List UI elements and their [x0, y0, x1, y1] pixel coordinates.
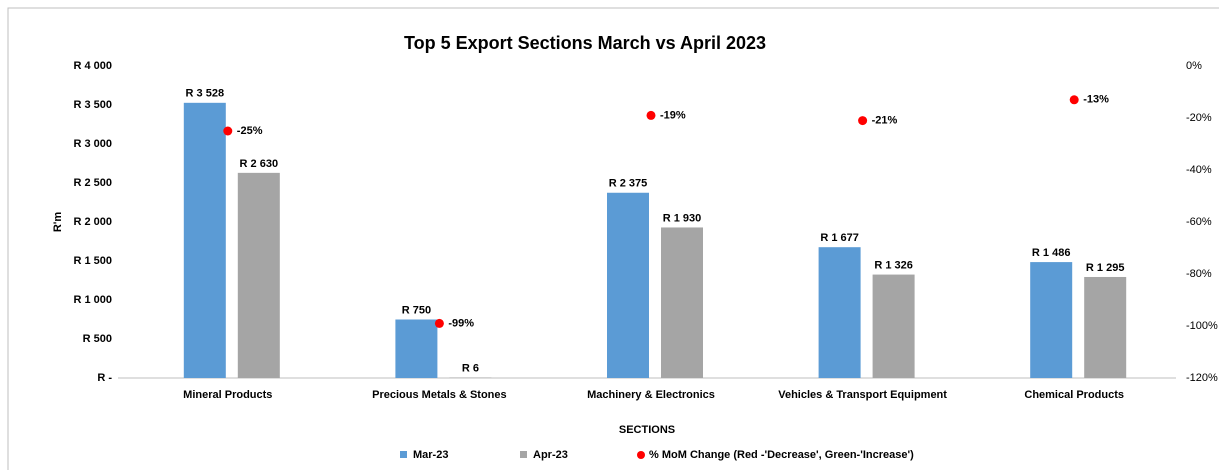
value-label: R 1 295 [1086, 262, 1125, 274]
value-label: -21% [872, 115, 898, 127]
x-tick-label: Vehicles & Transport Equipment [778, 389, 947, 401]
value-label: R 750 [402, 304, 431, 316]
y-axis-title: R'm [52, 212, 64, 233]
bar [872, 274, 915, 378]
x-tick-label: Machinery & Electronics [587, 389, 715, 401]
marker [434, 318, 444, 328]
value-label: -25% [237, 125, 263, 137]
bar [395, 319, 438, 378]
y2-tick-label: -60% [1186, 216, 1212, 228]
value-label: R 1 486 [1032, 247, 1071, 259]
marker [1069, 95, 1079, 105]
value-label: R 3 528 [186, 88, 225, 100]
y-tick-label: R 1 000 [73, 294, 112, 306]
value-label: -99% [448, 317, 474, 329]
bar [818, 247, 861, 378]
marker [646, 110, 656, 120]
bar [661, 227, 703, 378]
y2-tick-label: 0% [1186, 60, 1202, 72]
y-tick-label: R 3 500 [73, 99, 112, 111]
marker [858, 116, 868, 126]
y2-tick-label: -120% [1186, 372, 1218, 384]
y2-tick-label: -80% [1186, 268, 1212, 280]
y2-tick-label: -100% [1186, 320, 1218, 332]
y-tick-label: R 2 000 [73, 216, 112, 228]
value-label: -13% [1083, 94, 1109, 106]
value-label: R 6 [462, 362, 479, 374]
chart-title: Top 5 Export Sections March vs April 202… [404, 33, 766, 53]
y-tick-label: R 2 500 [73, 177, 112, 189]
bar [183, 102, 226, 378]
legend-marker [520, 451, 527, 458]
value-label: R 2 375 [609, 178, 648, 190]
bar [237, 172, 280, 378]
x-tick-label: Chemical Products [1024, 389, 1124, 401]
value-label: R 1 326 [874, 259, 913, 271]
legend-label: % MoM Change (Red -'Decrease', Green-'In… [649, 449, 914, 461]
x-axis-title: SECTIONS [619, 424, 675, 436]
y-tick-label: R 500 [83, 333, 112, 345]
value-label: R 1 677 [820, 232, 859, 244]
y2-tick-label: -40% [1186, 164, 1212, 176]
bar [607, 192, 649, 378]
y2-tick-label: -20% [1186, 112, 1212, 124]
bar [1030, 262, 1073, 378]
y-tick-label: R 3 000 [73, 138, 112, 150]
bar [1084, 276, 1127, 378]
legend-label: Apr-23 [533, 449, 568, 461]
legend-marker [400, 451, 407, 458]
marker [223, 126, 233, 136]
value-label: -19% [660, 109, 686, 121]
y-tick-label: R - [97, 372, 112, 384]
y-tick-label: R 1 500 [73, 255, 112, 267]
x-tick-label: Mineral Products [183, 389, 272, 401]
y-tick-label: R 4 000 [73, 60, 112, 72]
value-label: R 2 630 [240, 158, 279, 170]
legend-label: Mar-23 [413, 449, 448, 461]
value-label: R 1 930 [663, 212, 702, 224]
x-tick-label: Precious Metals & Stones [372, 389, 507, 401]
legend-marker [637, 451, 645, 459]
